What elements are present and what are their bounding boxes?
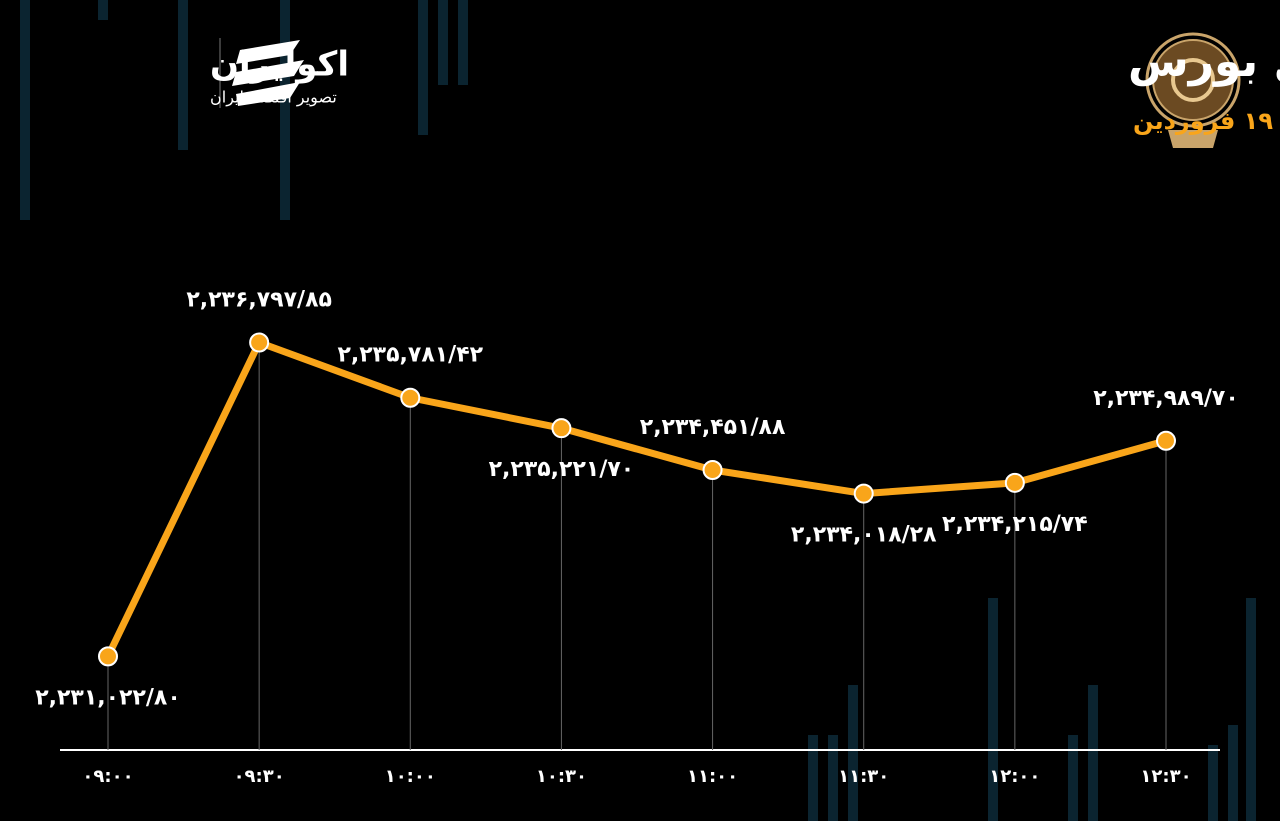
value-label: ۲,۲۳۴,۴۵۱/۸۸ [640,415,786,440]
chart-title: روند شاخص کل بورس [1128,36,1280,87]
x-tick-label: ۱۰:۳۰ [536,766,587,787]
value-label: ۲,۲۳۱,۰۲۲/۸۰ [35,685,181,710]
value-label: ۲,۲۳۴,۲۱۵/۷۴ [942,512,1088,537]
x-tick-label: ۱۰:۰۰ [385,766,436,787]
data-point [1156,430,1176,451]
x-tick-label: ۱۱:۰۰ [687,766,738,787]
x-tick-label: ۱۲:۰۰ [989,766,1040,787]
x-tick-label: ۰۹:۳۰ [234,766,285,787]
logo-emblem [1145,32,1241,148]
x-tick-label: ۱۱:۳۰ [838,766,889,787]
value-label: ۲,۲۳۵,۲۲۱/۷۰ [489,457,635,482]
data-point [98,646,118,667]
value-label: ۲,۲۳۶,۷۹۷/۸۵ [186,288,332,313]
value-label: ۲,۲۳۴,۰۱۸/۲۸ [791,523,937,548]
series-line [104,339,1167,658]
brand-tagline: تصویر اقتصاد ایران [210,88,337,108]
data-point [853,483,874,504]
data-point [702,460,723,481]
brand-name: اکوایران [210,45,349,85]
data-point [249,332,270,353]
brand-logo [219,38,304,108]
chart-subtitle: یکشنبه ۱۹ فروردین [1133,107,1280,135]
x-tick-label: ۱۲:۳۰ [1140,766,1191,787]
data-point [400,387,421,408]
value-label: ۲,۲۳۵,۷۸۱/۴۲ [337,343,483,368]
data-point [1004,472,1025,493]
background-decor [20,0,1256,821]
x-tick-label: ۰۹:۰۰ [82,766,133,787]
data-point [551,418,572,439]
value-label: ۲,۲۳۴,۹۸۹/۷۰ [1093,386,1239,411]
